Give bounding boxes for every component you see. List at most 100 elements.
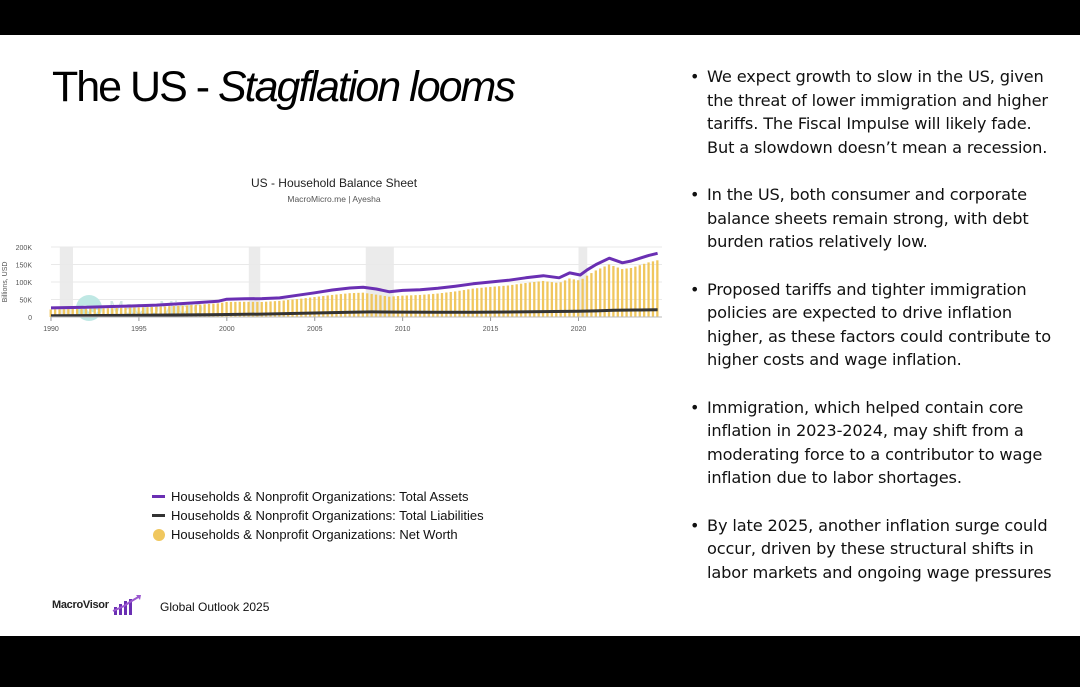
networth-bar bbox=[308, 297, 312, 317]
x-tick-label: 1995 bbox=[131, 326, 147, 333]
networth-bar bbox=[484, 287, 488, 317]
networth-bar bbox=[159, 306, 162, 317]
networth-bar bbox=[506, 285, 510, 317]
networth-bar bbox=[524, 283, 527, 317]
networth-bar bbox=[559, 282, 562, 317]
networth-bar bbox=[177, 305, 180, 317]
networth-bar bbox=[49, 309, 52, 317]
networth-bar bbox=[225, 301, 228, 317]
networth-bar bbox=[401, 295, 404, 317]
networth-bar bbox=[269, 301, 272, 317]
bullet-list: We expect growth to slow in the US, give… bbox=[688, 65, 1060, 608]
networth-bar bbox=[291, 299, 294, 317]
bullet-item: In the US, both consumer and corporate b… bbox=[688, 183, 1060, 254]
networth-bar bbox=[71, 309, 74, 317]
x-tick-label: 2020 bbox=[571, 326, 587, 333]
legend-swatch-liabilities bbox=[152, 514, 165, 517]
networth-bar bbox=[462, 290, 466, 317]
liabilities-line bbox=[50, 308, 658, 318]
networth-bar bbox=[137, 307, 140, 317]
networth-bar bbox=[414, 295, 417, 317]
networth-bar bbox=[577, 280, 580, 317]
networth-bar bbox=[128, 307, 132, 317]
networth-bar bbox=[326, 295, 329, 317]
networth-bar bbox=[493, 286, 496, 317]
networth-bar bbox=[449, 291, 452, 317]
networth-bar bbox=[546, 281, 549, 317]
legend-swatch-networth bbox=[153, 528, 165, 541]
legend-item-assets[interactable]: Households & Nonprofit Organizations: To… bbox=[152, 487, 484, 506]
networth-bar bbox=[357, 292, 360, 317]
networth-bar bbox=[141, 307, 145, 317]
networth-bar bbox=[300, 298, 303, 317]
networth-bar bbox=[313, 297, 316, 317]
networth-bar bbox=[80, 308, 83, 317]
networth-bar bbox=[621, 269, 624, 317]
footer-brand: MacroVisor bbox=[52, 599, 109, 611]
networth-bar bbox=[458, 290, 461, 317]
networth-bar bbox=[581, 278, 584, 317]
y-axis-label: Billions, USD bbox=[2, 262, 9, 303]
networth-bar bbox=[163, 306, 167, 317]
networth-bar bbox=[89, 308, 92, 317]
networth-bar bbox=[366, 293, 369, 317]
chart-title: US - Household Balance Sheet bbox=[250, 176, 418, 190]
bullet-item: Proposed tariffs and tighter immigration… bbox=[688, 278, 1060, 372]
networth-bar bbox=[550, 282, 554, 317]
networth-bar bbox=[475, 288, 479, 317]
networth-bar bbox=[111, 308, 114, 317]
networth-bar bbox=[273, 301, 277, 317]
networth-bar bbox=[432, 293, 435, 317]
networth-bar bbox=[533, 282, 536, 317]
networth-bar bbox=[304, 298, 307, 317]
networth-bar bbox=[515, 284, 518, 317]
networth-bar bbox=[348, 293, 351, 317]
networth-bar bbox=[638, 265, 641, 317]
networth-bar bbox=[374, 294, 378, 317]
networth-bar bbox=[256, 301, 259, 317]
networth-bar bbox=[146, 307, 149, 317]
legend-item-networth[interactable]: Households & Nonprofit Organizations: Ne… bbox=[152, 525, 484, 544]
networth-bar bbox=[423, 294, 426, 317]
networth-bar bbox=[612, 266, 615, 317]
networth-bar bbox=[221, 302, 224, 317]
networth-bar bbox=[568, 278, 571, 317]
networth-bar bbox=[194, 304, 197, 317]
networth-bar bbox=[616, 267, 619, 317]
networth-bar bbox=[607, 264, 611, 317]
networth-bar bbox=[203, 304, 206, 317]
bullet-item: By late 2025, another inflation surge co… bbox=[688, 514, 1060, 585]
networth-bar bbox=[370, 293, 373, 317]
networth-bar bbox=[119, 307, 123, 317]
networth-bar bbox=[264, 301, 268, 317]
x-tick-label: 2015 bbox=[483, 326, 499, 333]
networth-bar bbox=[168, 306, 171, 317]
networth-bar bbox=[418, 294, 422, 317]
legend-item-liabilities[interactable]: Households & Nonprofit Organizations: To… bbox=[152, 506, 484, 525]
networth-bar bbox=[480, 287, 483, 317]
networth-bar bbox=[330, 294, 334, 317]
legend-label: Households & Nonprofit Organizations: To… bbox=[171, 508, 484, 523]
networth-bar bbox=[339, 294, 343, 317]
y-tick-label: 150K bbox=[16, 263, 33, 270]
networth-bar bbox=[585, 275, 589, 317]
networth-bar bbox=[440, 293, 444, 317]
networth-bar bbox=[106, 308, 110, 317]
networth-bar bbox=[115, 308, 118, 317]
page-title: The US - Stagflation looms bbox=[52, 63, 516, 111]
networth-bar bbox=[656, 260, 659, 317]
networth-bar bbox=[427, 294, 430, 317]
assets-line bbox=[50, 251, 658, 310]
networth-bar bbox=[379, 295, 382, 317]
x-tick-label: 2005 bbox=[307, 326, 323, 333]
chart-legend: Households & Nonprofit Organizations: To… bbox=[152, 487, 484, 544]
bullet-item: Immigration, which helped contain core i… bbox=[688, 396, 1060, 490]
networth-bar bbox=[150, 306, 154, 317]
networth-bar bbox=[243, 301, 246, 317]
networth-bar bbox=[185, 305, 189, 317]
networth-bar bbox=[286, 300, 290, 317]
networth-bar bbox=[67, 309, 70, 317]
networth-bar bbox=[234, 301, 237, 317]
networth-bar bbox=[563, 280, 567, 317]
y-tick-label: 0 bbox=[28, 315, 32, 322]
